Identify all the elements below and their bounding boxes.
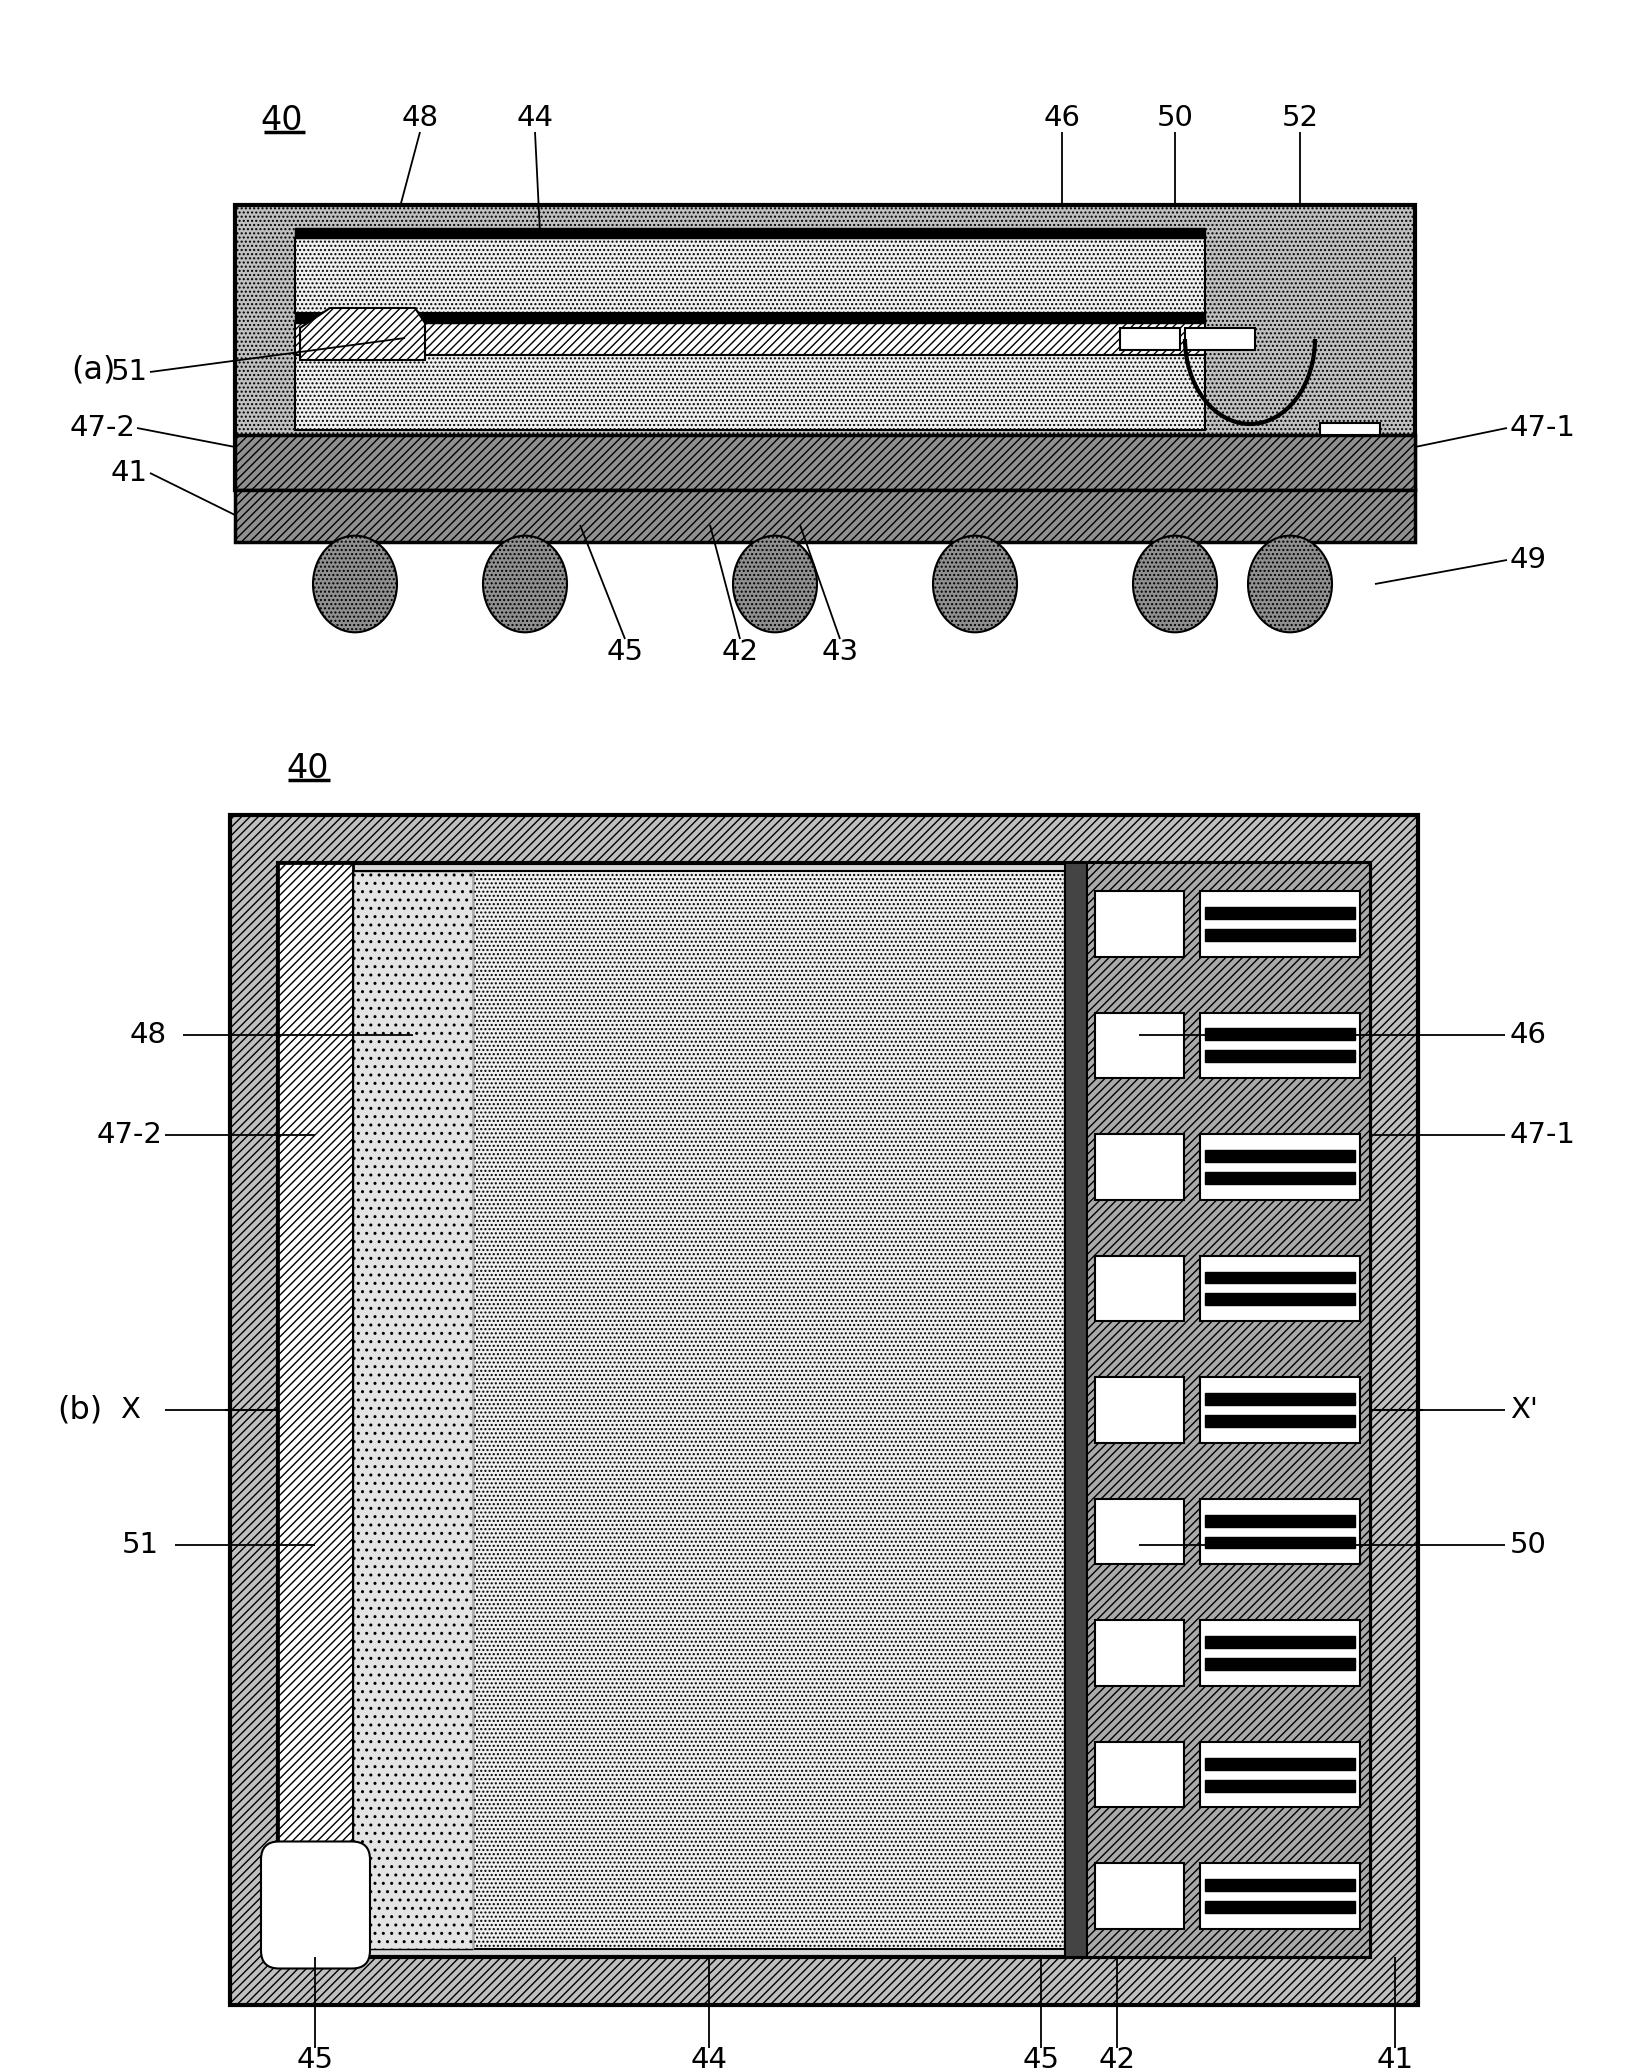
Bar <box>1206 1659 1355 1669</box>
Text: 42: 42 <box>721 638 759 667</box>
Bar <box>352 872 473 1949</box>
Bar <box>1319 422 1380 435</box>
Bar <box>1206 1878 1355 1891</box>
Bar <box>1095 1620 1184 1686</box>
Bar <box>1206 1050 1355 1062</box>
Ellipse shape <box>483 536 567 632</box>
Text: 40: 40 <box>260 104 303 137</box>
Bar <box>1095 1499 1184 1564</box>
Bar <box>1095 1864 1184 1928</box>
Bar <box>1206 1394 1355 1404</box>
Bar <box>1206 1029 1355 1040</box>
Text: 45: 45 <box>606 638 644 667</box>
Ellipse shape <box>1133 536 1217 632</box>
Bar <box>1184 327 1255 350</box>
Bar <box>1206 1636 1355 1649</box>
Text: 41: 41 <box>110 460 148 487</box>
Bar <box>1095 1377 1184 1443</box>
Bar <box>1087 864 1370 1957</box>
Bar <box>236 435 1415 491</box>
Bar <box>1066 864 1087 1957</box>
Bar <box>1206 1172 1355 1185</box>
Bar <box>295 323 1206 354</box>
Text: 45: 45 <box>1023 2046 1059 2071</box>
Ellipse shape <box>733 536 817 632</box>
Text: 52: 52 <box>1281 104 1319 133</box>
Bar <box>1206 1149 1355 1162</box>
Text: 47-1: 47-1 <box>1510 414 1576 441</box>
Bar <box>1206 1294 1355 1305</box>
Text: 47-2: 47-2 <box>69 414 135 441</box>
Bar <box>1206 928 1355 940</box>
Bar <box>236 205 1415 491</box>
Bar <box>1201 1620 1360 1686</box>
Bar <box>1201 891 1360 957</box>
Text: X': X' <box>1510 1396 1538 1425</box>
Bar <box>1206 1779 1355 1791</box>
Text: 51: 51 <box>122 1530 158 1559</box>
Text: 43: 43 <box>822 638 858 667</box>
Text: 45: 45 <box>296 2046 333 2071</box>
Bar <box>1206 1414 1355 1427</box>
Bar <box>295 354 1206 431</box>
Bar <box>1201 1864 1360 1928</box>
Text: 42: 42 <box>1099 2046 1135 2071</box>
Bar <box>1095 1135 1184 1199</box>
Bar <box>295 228 1206 238</box>
Text: (b): (b) <box>58 1394 102 1425</box>
Text: 49: 49 <box>1510 547 1547 574</box>
Bar <box>1120 327 1179 350</box>
Bar <box>1201 1135 1360 1199</box>
Ellipse shape <box>313 536 397 632</box>
Bar <box>1201 1255 1360 1321</box>
Text: 50: 50 <box>1156 104 1194 133</box>
Ellipse shape <box>932 536 1016 632</box>
Bar <box>295 313 1206 323</box>
Bar <box>1206 1514 1355 1526</box>
Ellipse shape <box>1248 536 1332 632</box>
Bar <box>1206 1901 1355 1914</box>
Text: 47-2: 47-2 <box>97 1120 163 1149</box>
Bar <box>1095 1013 1184 1079</box>
Bar <box>1201 1377 1360 1443</box>
Bar <box>1201 1013 1360 1079</box>
Bar <box>1206 907 1355 920</box>
Text: 50: 50 <box>1510 1530 1547 1559</box>
Bar <box>1201 1742 1360 1808</box>
Text: (a): (a) <box>71 354 115 385</box>
FancyBboxPatch shape <box>260 1841 371 1970</box>
Text: 48: 48 <box>130 1021 166 1050</box>
Bar <box>231 816 1418 2005</box>
Bar <box>236 491 1415 543</box>
Bar <box>1095 891 1184 957</box>
Bar <box>278 864 352 1957</box>
Text: 46: 46 <box>1044 104 1080 133</box>
Polygon shape <box>300 309 425 360</box>
Text: 44: 44 <box>517 104 553 133</box>
Text: 47-1: 47-1 <box>1510 1120 1576 1149</box>
Text: X: X <box>120 1396 140 1425</box>
Bar <box>1095 1742 1184 1808</box>
Text: 40: 40 <box>287 752 329 785</box>
Bar <box>1095 1255 1184 1321</box>
Text: 48: 48 <box>402 104 438 133</box>
Bar <box>1201 1499 1360 1564</box>
Text: 51: 51 <box>110 358 148 385</box>
Text: 46: 46 <box>1510 1021 1547 1050</box>
Bar <box>1206 1272 1355 1284</box>
Bar <box>295 238 1206 313</box>
Text: 44: 44 <box>690 2046 728 2071</box>
Bar <box>1206 1537 1355 1549</box>
Text: 41: 41 <box>1377 2046 1413 2071</box>
Bar <box>278 864 1370 1957</box>
Bar <box>1206 1758 1355 1769</box>
Bar <box>352 872 1066 1949</box>
